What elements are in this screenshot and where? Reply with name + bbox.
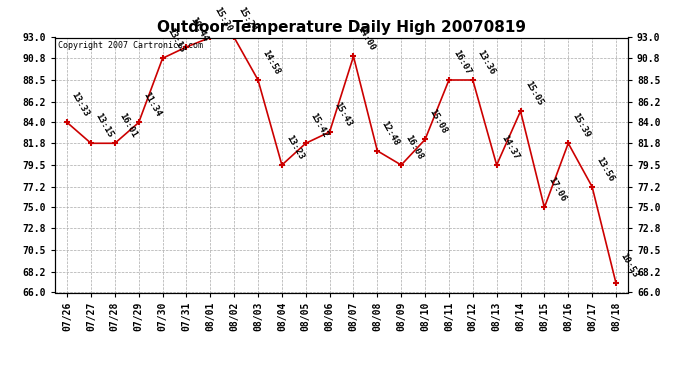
Text: 13:33: 13:33 xyxy=(70,91,91,119)
Text: 10:44: 10:44 xyxy=(189,15,210,43)
Text: 16:01: 16:01 xyxy=(117,112,139,140)
Text: 16:07: 16:07 xyxy=(451,48,473,76)
Text: 14:00: 14:00 xyxy=(356,25,377,52)
Text: 15:43: 15:43 xyxy=(332,100,353,128)
Text: 13:56: 13:56 xyxy=(595,155,615,183)
Text: 15:05: 15:05 xyxy=(523,80,544,107)
Text: 17:06: 17:06 xyxy=(546,176,568,204)
Text: 11:34: 11:34 xyxy=(141,91,162,119)
Text: 15:24: 15:24 xyxy=(237,6,258,34)
Text: 15:39: 15:39 xyxy=(571,112,592,140)
Text: 15:08: 15:08 xyxy=(427,108,449,136)
Text: 13:15: 13:15 xyxy=(93,112,115,140)
Text: 10:53: 10:53 xyxy=(618,252,640,279)
Text: 15:42: 15:42 xyxy=(308,112,329,140)
Text: 13:13: 13:13 xyxy=(165,27,186,54)
Text: Copyright 2007 Cartronics.com: Copyright 2007 Cartronics.com xyxy=(58,41,203,50)
Text: 12:48: 12:48 xyxy=(380,119,401,147)
Text: 14:58: 14:58 xyxy=(260,48,282,76)
Text: 13:23: 13:23 xyxy=(284,134,306,161)
Text: 15:30: 15:30 xyxy=(213,6,234,34)
Text: 13:36: 13:36 xyxy=(475,48,496,76)
Text: 14:37: 14:37 xyxy=(499,134,520,161)
Title: Outdoor Temperature Daily High 20070819: Outdoor Temperature Daily High 20070819 xyxy=(157,20,526,35)
Text: 16:08: 16:08 xyxy=(404,134,425,161)
